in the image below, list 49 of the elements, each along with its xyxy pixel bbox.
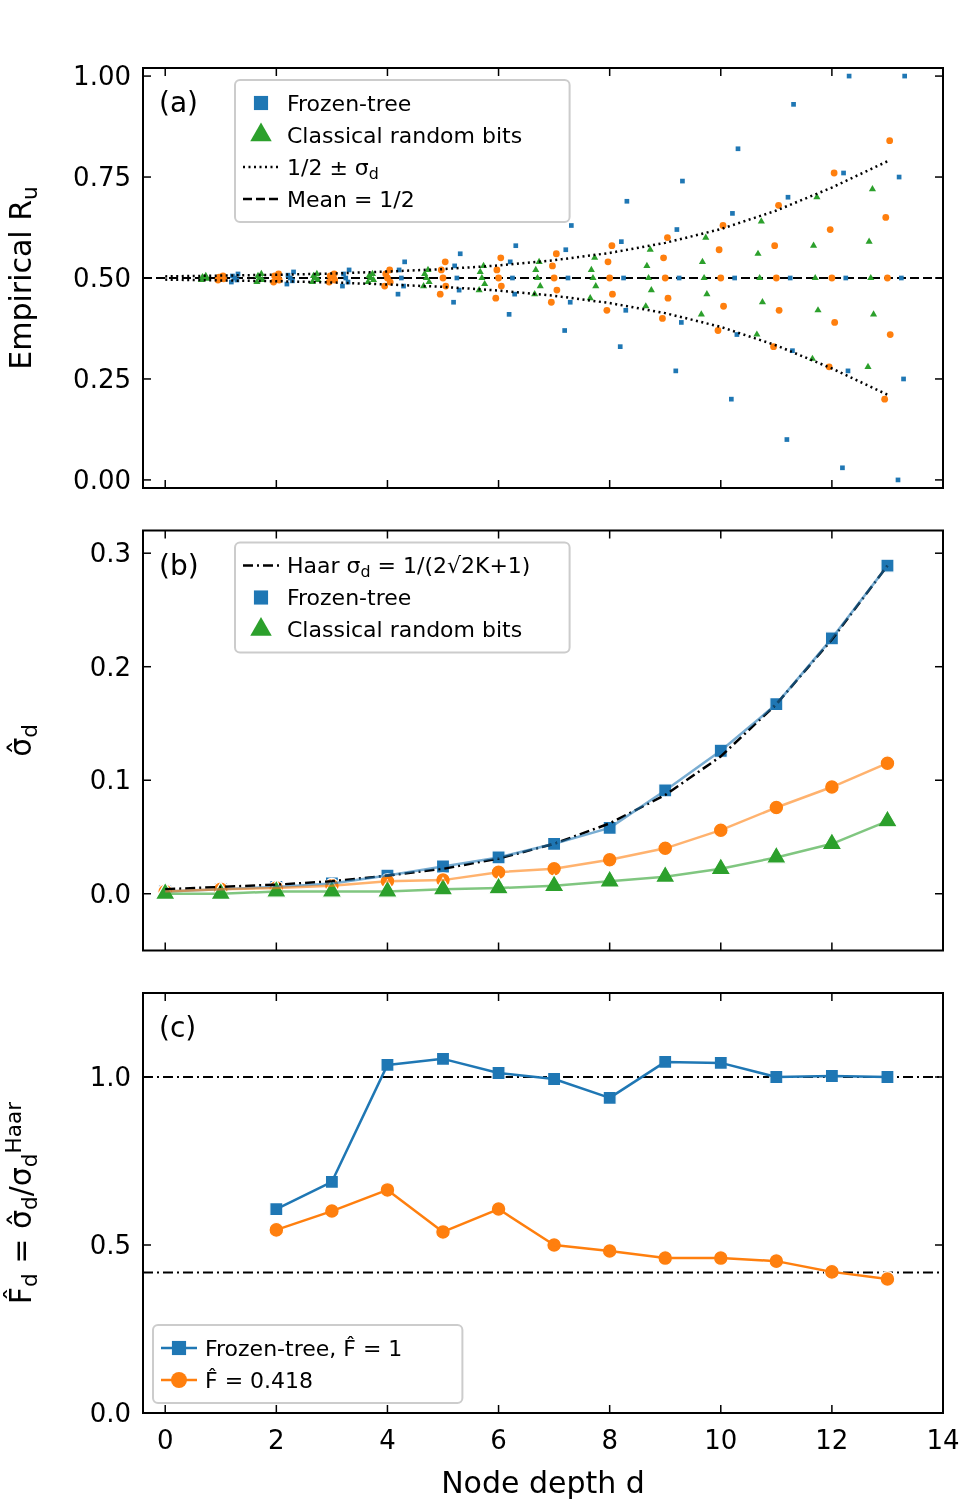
x-tick-label: 8: [601, 1425, 618, 1455]
point: [879, 755, 896, 772]
y-tick-label: 1.0: [89, 1062, 131, 1093]
point: [657, 840, 674, 857]
x-tick-label: 2: [268, 1425, 285, 1455]
point: [491, 850, 506, 865]
legend-label: Frozen-tree, F̂ = 1: [205, 1335, 403, 1361]
annotation: (c): [159, 1011, 197, 1044]
annotation: (b): [159, 548, 199, 582]
point: [880, 1069, 895, 1085]
legend-label: Frozen-tree: [287, 90, 412, 116]
legend-label: Classical random bits: [287, 122, 523, 148]
legend-label: Classical random bits: [287, 617, 523, 643]
y-tick-label: 0.75: [73, 162, 131, 193]
y-tick-label: 0.2: [89, 651, 131, 682]
legend-label: Mean = 1/2: [287, 186, 415, 212]
point: [268, 1221, 285, 1238]
y-tick-label: 0.5: [89, 1230, 131, 1261]
y-tick-label: 1.00: [73, 61, 131, 92]
x-tick-label: 4: [379, 1425, 396, 1455]
point: [879, 1270, 896, 1287]
x-axis-title: Node depth d: [441, 1465, 645, 1500]
y-tick-label: 0.00: [73, 465, 131, 496]
point: [490, 864, 507, 881]
point: [269, 1201, 284, 1217]
y-tick-label: 0.50: [73, 263, 131, 294]
y-tick-label: 0.25: [73, 364, 131, 395]
y-tick-label: 0.0: [89, 1398, 131, 1429]
x-tick-label: 12: [815, 1425, 849, 1455]
point: [712, 822, 729, 839]
x-tick-label: 14: [926, 1425, 960, 1455]
legend-label: Haar σ$_{d}$ = 1/(2√2K+1): [287, 553, 531, 582]
point: [768, 799, 785, 816]
annotation: (a): [159, 86, 199, 119]
point: [823, 779, 840, 795]
point: [546, 860, 563, 877]
point: [658, 783, 673, 798]
legend-label: 1/2 ± σ$_{d}$: [287, 154, 379, 183]
x-tick-label: 10: [704, 1425, 738, 1455]
legend-label: Frozen-tree: [287, 585, 412, 611]
x-tick-label: 6: [490, 1425, 507, 1455]
point: [880, 558, 895, 573]
y-tick-label: 0.1: [89, 765, 131, 796]
y-tick-label: 0.0: [89, 878, 131, 909]
point: [602, 820, 617, 836]
legend-label: F̂ = 0.418: [205, 1367, 314, 1393]
y-tick-label: 0.3: [89, 538, 131, 569]
x-tick-label: 0: [156, 1425, 174, 1455]
point: [601, 851, 618, 868]
